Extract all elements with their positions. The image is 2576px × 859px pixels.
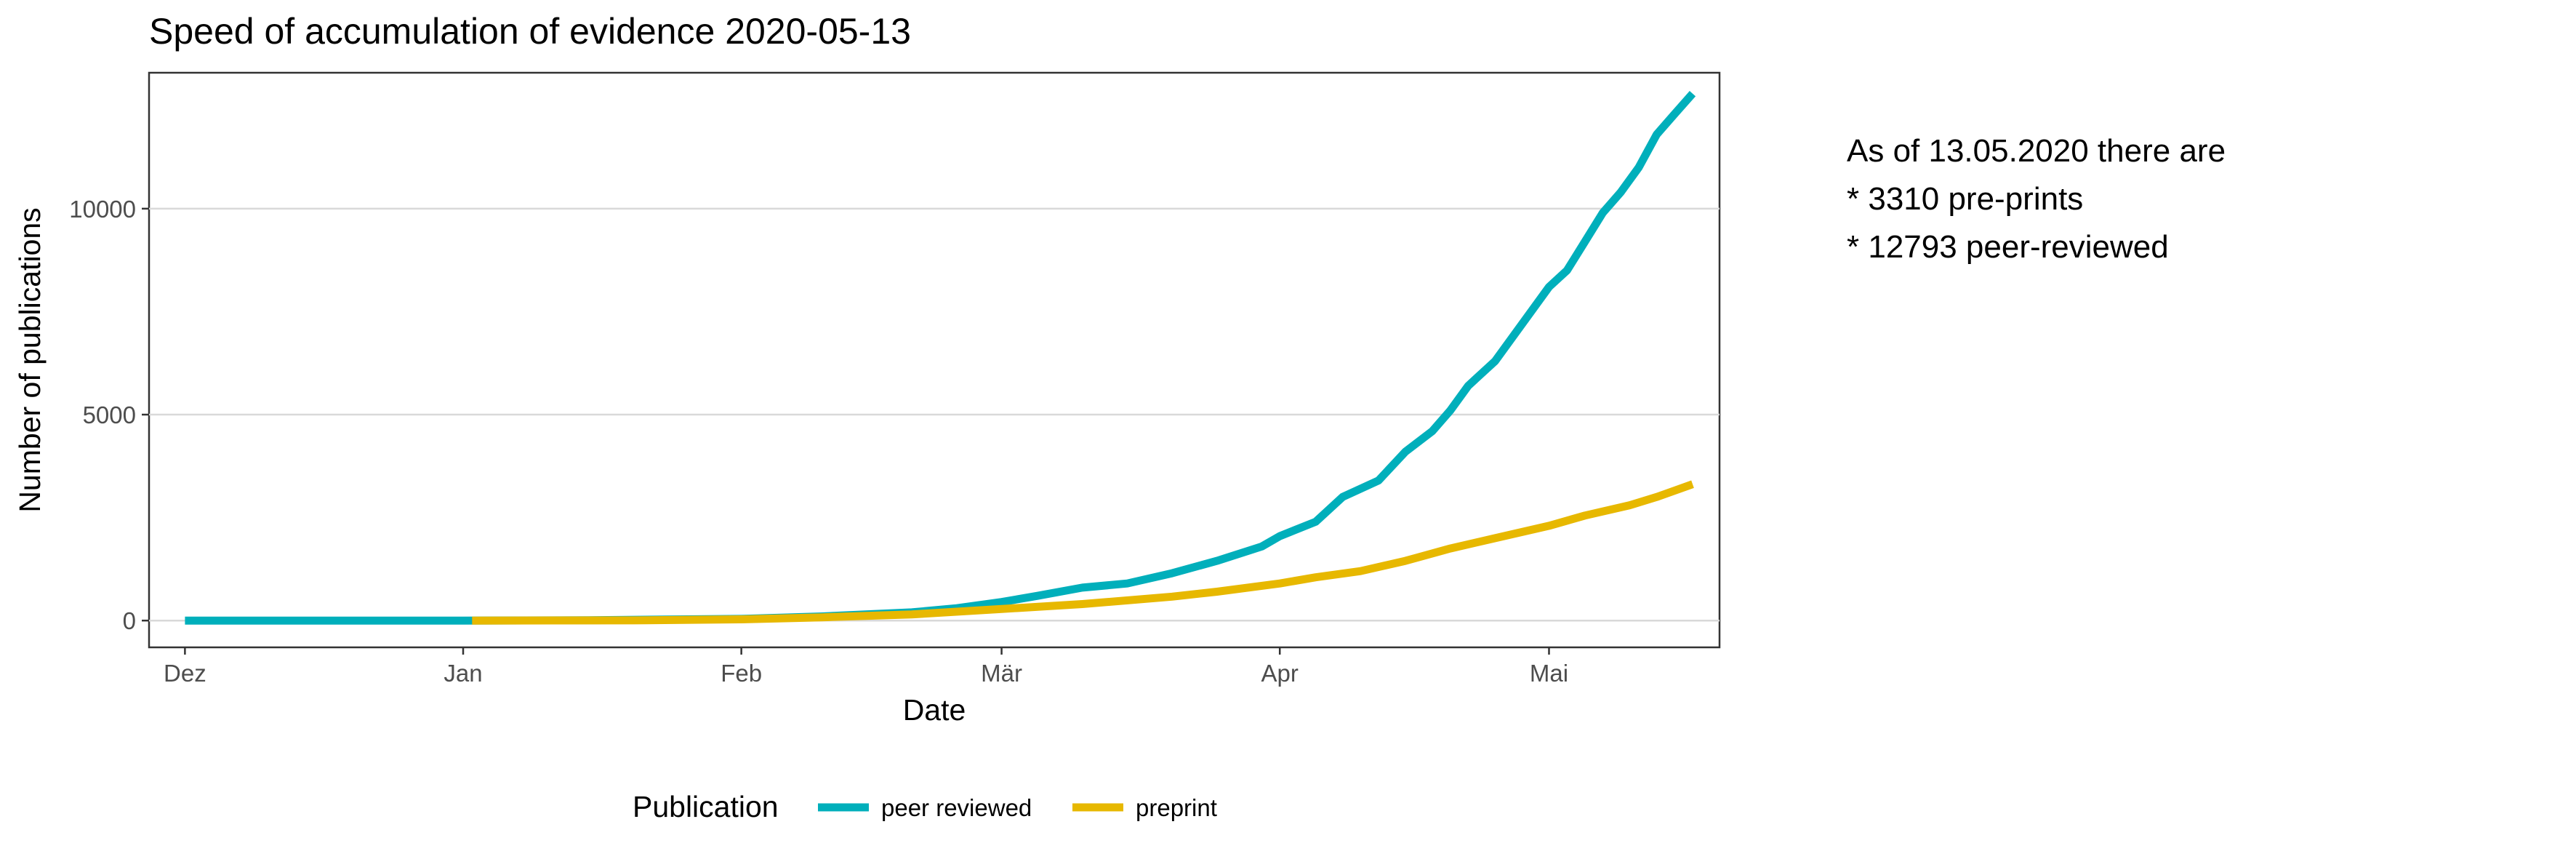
x-tick-label: Mai xyxy=(1530,660,1568,687)
y-axis: 0 5000 10000 xyxy=(69,196,149,634)
legend: Publication peer reviewed preprint xyxy=(633,790,1217,823)
summary-annotation: As of 13.05.2020 there are * 3310 pre-pr… xyxy=(1847,127,2226,271)
x-tick-label: Feb xyxy=(721,660,762,687)
x-tick-label: Apr xyxy=(1261,660,1299,687)
plot-panel xyxy=(148,71,1721,649)
annotation-line: * 12793 peer-reviewed xyxy=(1847,229,2169,265)
y-axis-title: Number of publications xyxy=(13,207,47,512)
x-tick-label: Mär xyxy=(981,660,1022,687)
series-layer xyxy=(185,91,1696,625)
legend-label-preprint: preprint xyxy=(1136,794,1217,821)
x-axis-title: Date xyxy=(903,693,966,727)
y-tick-label: 5000 xyxy=(83,401,136,428)
y-tick-label: 0 xyxy=(123,607,136,634)
legend-label-peer-reviewed: peer reviewed xyxy=(881,794,1032,821)
annotation-line: As of 13.05.2020 there are xyxy=(1847,133,2226,169)
legend-title: Publication xyxy=(633,790,779,823)
annotation-line: * 3310 pre-prints xyxy=(1847,181,2084,217)
y-tick-label: 10000 xyxy=(69,196,136,223)
chart-title: Speed of accumulation of evidence 2020-0… xyxy=(149,11,911,52)
x-tick-label: Jan xyxy=(444,660,482,687)
grid xyxy=(149,207,1720,622)
series-line-preprint xyxy=(472,480,1694,625)
x-tick-label: Dez xyxy=(164,660,206,687)
x-axis: Dez Jan Feb Mär Apr Mai xyxy=(164,647,1568,687)
